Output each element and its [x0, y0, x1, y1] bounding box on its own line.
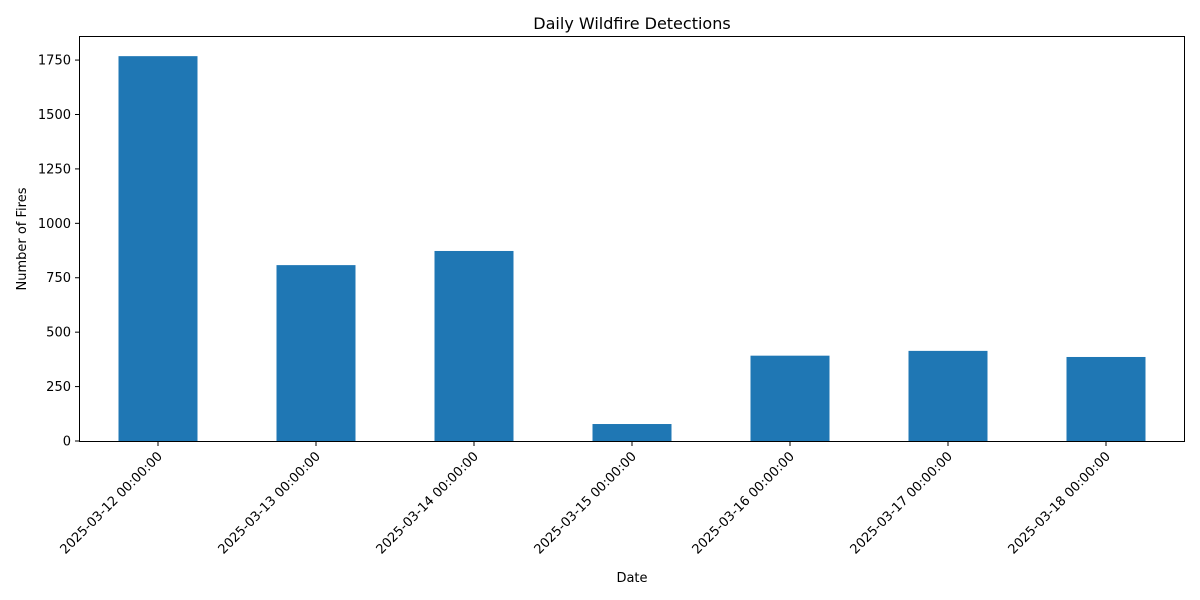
bar — [908, 350, 988, 441]
bar — [118, 56, 198, 441]
x-tick-label: 2025-03-13 00:00:00 — [216, 449, 324, 557]
x-axis: 2025-03-12 00:00:00 2025-03-13 00:00:00 20… — [58, 441, 1114, 557]
bar — [592, 424, 672, 441]
y-axis: 0 250 500 750 1000 1250 1500 1750 — [38, 54, 80, 450]
bar — [1066, 356, 1146, 441]
x-tick-label: 2025-03-18 00:00:00 — [1006, 449, 1114, 557]
x-axis-label: Date — [616, 571, 647, 586]
x-tick-label: 2025-03-12 00:00:00 — [58, 449, 166, 557]
x-tick-label: 2025-03-15 00:00:00 — [532, 449, 640, 557]
y-tick-label: 0 — [63, 435, 71, 450]
y-tick-label: 1250 — [38, 162, 71, 177]
y-tick-label: 250 — [46, 380, 71, 395]
y-tick-label: 1000 — [38, 217, 71, 232]
y-axis-label: Number of Fires — [15, 187, 30, 290]
y-tick-label: 750 — [46, 271, 71, 286]
x-tick-label: 2025-03-17 00:00:00 — [848, 449, 956, 557]
y-tick-label: 1750 — [38, 54, 71, 69]
bar — [434, 250, 514, 441]
x-tick-label: 2025-03-16 00:00:00 — [690, 449, 798, 557]
bar — [750, 355, 830, 441]
chart-title: Daily Wildfire Detections — [533, 14, 730, 33]
plot-frame — [79, 36, 1185, 442]
bars-group — [118, 56, 1146, 441]
x-tick-label: 2025-03-14 00:00:00 — [374, 449, 482, 557]
y-tick-label: 1500 — [38, 108, 71, 123]
y-tick-label: 500 — [46, 326, 71, 341]
bar — [276, 265, 356, 441]
